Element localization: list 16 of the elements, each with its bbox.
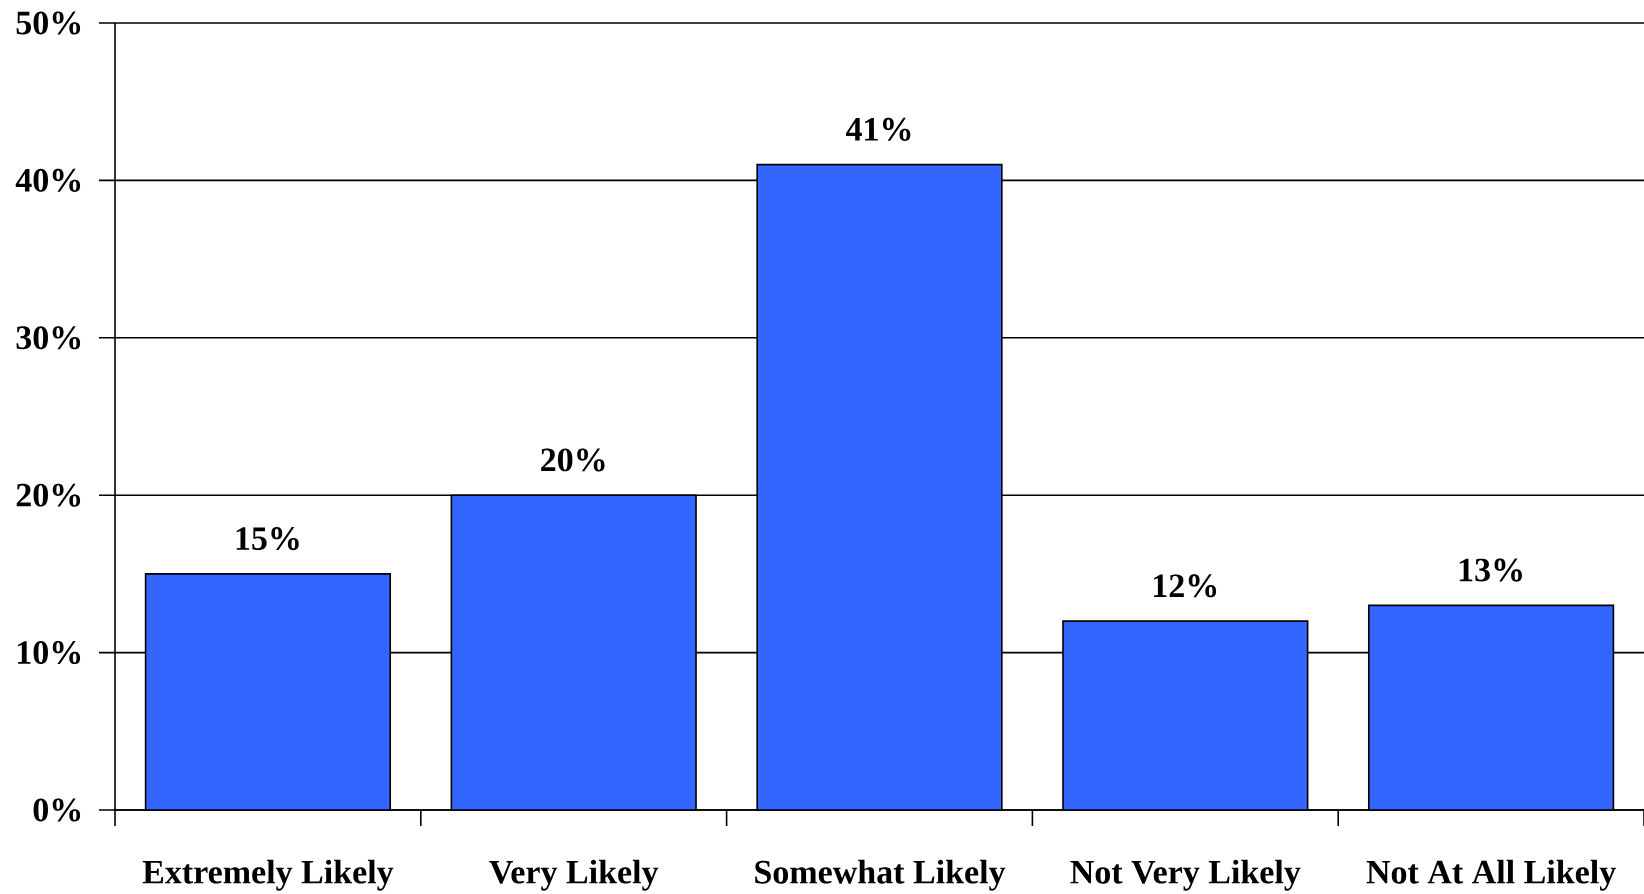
- data-label: 12%: [1154, 574, 1217, 598]
- y-tick-label: 50%: [16, 11, 81, 35]
- data-label: 15%: [236, 527, 299, 551]
- x-tick-label: Extremely Likely: [142, 859, 394, 891]
- x-tick-label: Not At All Likely: [1366, 859, 1616, 891]
- y-tick-label: 0%: [33, 798, 81, 822]
- y-tick-label: 40%: [15, 168, 81, 192]
- y-tick-label: 10%: [18, 641, 81, 665]
- data-label: 13%: [1459, 558, 1522, 582]
- data-label: 41%: [845, 117, 911, 141]
- x-tick-label: Not Very Likely: [1070, 859, 1301, 891]
- data-label: 20%: [541, 448, 605, 472]
- y-tick-label: 20%: [16, 483, 81, 507]
- x-tick-label: Somewhat Likely: [755, 859, 1006, 891]
- x-tick-label: Very Likely: [489, 859, 659, 891]
- y-tick-label: 30%: [16, 326, 81, 350]
